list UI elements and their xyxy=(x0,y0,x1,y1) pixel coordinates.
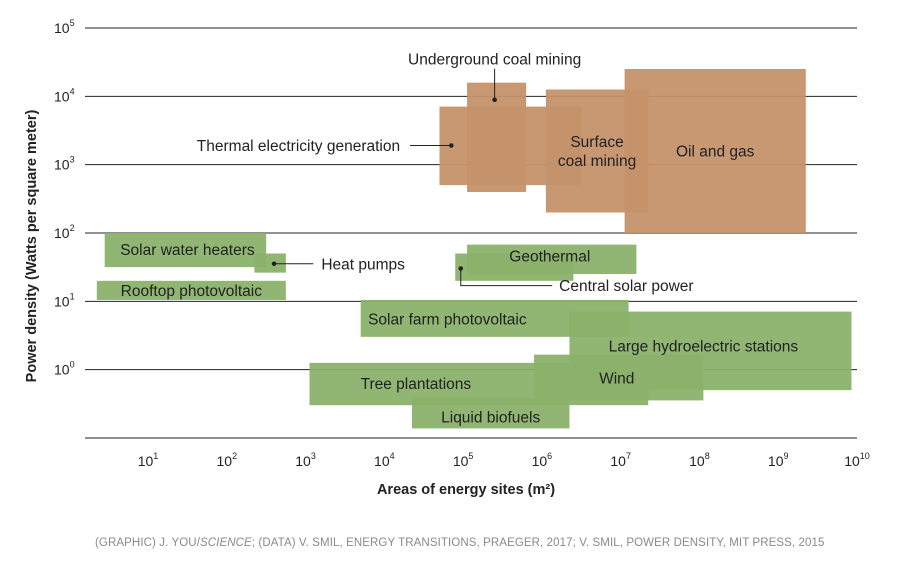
band-liquid-biofuels xyxy=(411,398,570,429)
callout-dot-heat-pumps xyxy=(271,261,277,267)
label-large-hydroelectric-stations: Large hydroelectric stations xyxy=(609,338,799,355)
y-tick-1: 101 xyxy=(54,291,75,309)
x-tick-7: 107 xyxy=(610,451,631,469)
x-tick-2: 102 xyxy=(216,451,237,469)
x-tick-3: 103 xyxy=(295,451,316,469)
callout-dot-central-solar-power xyxy=(458,266,464,271)
band-oil-and-gas xyxy=(624,69,806,233)
band-heat-pumps xyxy=(254,253,286,273)
y-tick-labels: 100 101 102 103 104 105 xyxy=(54,18,75,378)
callout-dot-underground-coal-mining xyxy=(492,97,497,103)
label-geothermal: Geothermal xyxy=(509,249,590,266)
x-tick-labels: 101 102 103 104 105 106 107 108 109 1010 xyxy=(138,451,870,469)
label-underground-coal-mining: Underground coal mining xyxy=(408,51,581,68)
band-thermal-electricity-generation xyxy=(439,106,582,186)
label-liquid-biofuels: Liquid biofuels xyxy=(441,409,540,426)
credit-part-2: SCIENCE xyxy=(200,537,252,549)
label-rooftop-photovoltaic: Rooftop photovoltaic xyxy=(121,283,263,300)
label-central-solar-power: Central solar power xyxy=(559,278,693,295)
label-oil-and-gas: Oil and gas xyxy=(676,144,755,161)
energy-bands xyxy=(96,69,852,429)
y-tick-5: 105 xyxy=(54,18,75,36)
y-tick-2: 102 xyxy=(54,223,75,241)
y-axis-label: Power density (Watts per square meter) xyxy=(24,110,40,383)
source-credit: (GRAPHIC) J. YOU/SCIENCE; (DATA) V. SMIL… xyxy=(95,537,825,549)
credit-part-3: ; (DATA) V. SMIL, ENERGY TRANSITIONS, PR… xyxy=(251,537,825,549)
label-heat-pumps: Heat pumps xyxy=(321,256,405,273)
y-tick-4: 104 xyxy=(54,86,75,104)
x-tick-6: 106 xyxy=(532,451,553,469)
credit-part-1: (GRAPHIC) J. YOU/ xyxy=(95,537,200,549)
callout-leaders xyxy=(271,68,553,287)
leader-central-solar-power xyxy=(460,268,553,287)
x-tick-5: 105 xyxy=(453,451,474,469)
label-tree-plantations: Tree plantations xyxy=(361,376,472,393)
callout-dot-thermal-electricity-generation xyxy=(449,143,454,148)
x-tick-9: 109 xyxy=(768,451,789,469)
label-solar-farm-photovoltaic: Solar farm photovoltaic xyxy=(368,312,527,329)
band-central-solar-power xyxy=(455,253,574,281)
y-tick-0: 100 xyxy=(54,360,75,378)
band-solar-water-heaters xyxy=(104,233,267,268)
x-tick-4: 104 xyxy=(374,451,395,469)
label-surface-coal-mining-line-2: coal mining xyxy=(558,153,636,170)
x-axis-label: Areas of energy sites (m²) xyxy=(377,482,555,498)
y-tick-3: 103 xyxy=(54,155,75,173)
label-thermal-electricity-generation: Thermal electricity generation xyxy=(197,138,400,155)
label-solar-water-heaters: Solar water heaters xyxy=(120,242,255,259)
x-tick-10: 1010 xyxy=(844,451,870,469)
band-tree-plantations xyxy=(309,362,649,406)
x-tick-1: 101 xyxy=(138,451,159,469)
label-wind: Wind xyxy=(599,370,634,387)
label-surface-coal-mining-line-1: Surface xyxy=(570,134,623,151)
band-labels: Oil and gas Surface coal mining Underground… xyxy=(120,51,798,426)
x-tick-8: 108 xyxy=(689,451,710,469)
band-rooftop-photovoltaic xyxy=(96,280,286,300)
